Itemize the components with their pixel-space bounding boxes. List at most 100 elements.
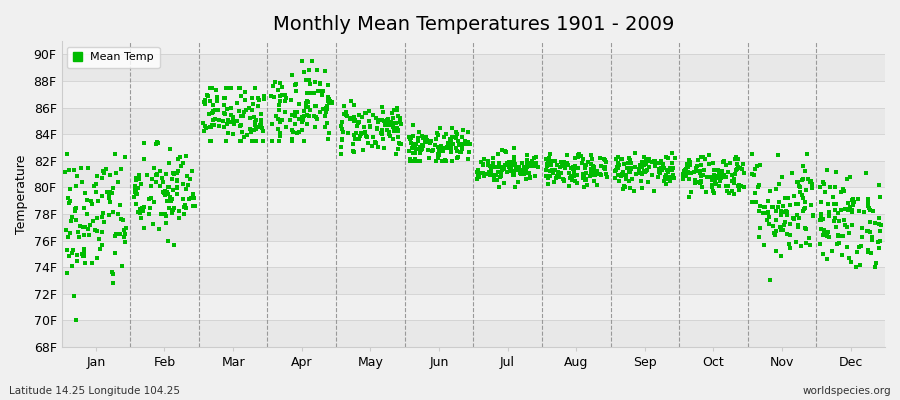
Point: [656, 165, 670, 172]
Point: [484, 167, 499, 174]
Point: [820, 256, 834, 262]
Point: [217, 95, 231, 101]
Point: [212, 116, 227, 123]
Point: [60, 234, 75, 240]
Point: [695, 184, 709, 190]
Point: [571, 154, 585, 160]
Point: [503, 166, 517, 172]
Point: [614, 173, 628, 180]
Point: [544, 168, 559, 175]
Point: [268, 79, 283, 85]
Point: [690, 168, 705, 174]
Point: [436, 145, 450, 151]
Point: [614, 156, 628, 162]
Point: [762, 214, 777, 220]
Point: [381, 116, 395, 122]
Point: [85, 200, 99, 207]
Point: [58, 169, 73, 176]
Point: [489, 171, 503, 178]
Point: [103, 189, 117, 195]
Point: [556, 158, 571, 165]
Point: [377, 145, 392, 152]
Point: [760, 209, 775, 215]
Point: [577, 174, 591, 180]
Point: [574, 153, 589, 160]
Point: [584, 161, 598, 167]
Point: [826, 218, 841, 224]
Point: [719, 162, 733, 169]
Point: [803, 179, 817, 186]
Point: [69, 183, 84, 190]
Point: [842, 206, 856, 212]
Point: [539, 161, 554, 167]
Point: [318, 68, 332, 74]
Point: [682, 170, 697, 176]
Point: [813, 184, 827, 190]
Point: [346, 131, 361, 138]
Point: [300, 121, 314, 128]
Point: [495, 167, 509, 173]
Point: [70, 252, 85, 258]
Point: [377, 122, 392, 128]
Point: [160, 189, 175, 196]
Point: [265, 138, 279, 144]
Point: [129, 188, 143, 195]
Point: [65, 263, 79, 269]
Point: [837, 188, 851, 194]
Point: [562, 170, 576, 176]
Point: [485, 155, 500, 161]
Point: [822, 234, 836, 240]
Point: [550, 173, 564, 179]
Point: [454, 142, 469, 149]
Point: [817, 181, 832, 188]
Point: [82, 232, 96, 238]
Point: [413, 146, 428, 153]
Point: [129, 176, 143, 183]
Point: [816, 179, 831, 185]
Point: [662, 169, 676, 175]
Point: [694, 161, 708, 168]
Point: [862, 219, 877, 226]
Point: [264, 92, 278, 99]
Point: [539, 167, 554, 173]
Point: [202, 124, 217, 130]
Point: [854, 243, 868, 250]
Point: [112, 211, 126, 217]
Point: [456, 126, 471, 133]
Point: [371, 119, 385, 126]
Point: [861, 249, 876, 256]
Point: [265, 121, 279, 127]
Point: [804, 202, 818, 208]
Point: [70, 173, 85, 180]
Point: [405, 133, 419, 140]
Point: [745, 151, 760, 157]
Point: [508, 184, 522, 190]
Point: [307, 102, 321, 109]
Point: [406, 141, 420, 147]
Point: [391, 127, 405, 134]
Point: [715, 174, 729, 180]
Point: [500, 149, 514, 155]
Point: [422, 138, 436, 145]
Bar: [61, 161, 885, 187]
Point: [528, 172, 543, 179]
Point: [107, 151, 122, 157]
Point: [137, 224, 151, 231]
Point: [814, 226, 828, 232]
Point: [480, 170, 494, 177]
Point: [93, 246, 107, 252]
Point: [598, 158, 613, 165]
Point: [165, 210, 179, 216]
Point: [422, 155, 436, 161]
Point: [152, 226, 166, 232]
Point: [104, 268, 119, 275]
Point: [273, 133, 287, 139]
Point: [100, 189, 114, 195]
Point: [589, 172, 603, 178]
Bar: [61, 320, 885, 347]
Point: [296, 117, 310, 124]
Point: [339, 112, 354, 118]
Point: [284, 112, 299, 119]
Point: [284, 72, 299, 78]
Point: [358, 129, 373, 136]
